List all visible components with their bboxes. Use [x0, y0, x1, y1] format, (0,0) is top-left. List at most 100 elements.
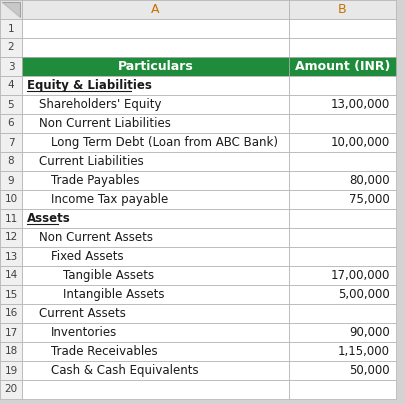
Bar [0, 152, 22, 171]
Bar [22, 228, 289, 247]
Bar [0, 304, 22, 323]
Text: 5: 5 [8, 99, 14, 109]
Text: A: A [151, 3, 160, 16]
Text: Current Assets: Current Assets [39, 307, 126, 320]
Bar [289, 133, 396, 152]
Bar [289, 152, 396, 171]
Text: Non Current Liabilities: Non Current Liabilities [39, 117, 171, 130]
Bar [289, 304, 396, 323]
Bar [0, 190, 22, 209]
Bar [0, 114, 22, 133]
Bar [289, 342, 396, 361]
Text: 8: 8 [8, 156, 14, 166]
Text: Shareholders' Equity: Shareholders' Equity [39, 98, 162, 111]
Text: 6: 6 [8, 118, 14, 128]
Text: 18: 18 [4, 347, 18, 356]
Bar [22, 266, 289, 285]
Text: B: B [338, 3, 347, 16]
Bar [22, 0, 289, 19]
Text: 2: 2 [8, 42, 14, 53]
Bar [0, 266, 22, 285]
Text: 50,000: 50,000 [350, 364, 390, 377]
Text: 12: 12 [4, 232, 18, 242]
Text: 11: 11 [4, 213, 18, 223]
Bar [22, 76, 289, 95]
Text: 13: 13 [4, 252, 18, 261]
Text: Assets: Assets [27, 212, 71, 225]
Text: 3: 3 [8, 61, 14, 72]
Bar [0, 0, 22, 19]
Text: 7: 7 [8, 137, 14, 147]
Bar [0, 285, 22, 304]
Bar [0, 228, 22, 247]
Bar [289, 228, 396, 247]
Text: 4: 4 [8, 80, 14, 90]
Bar [22, 171, 289, 190]
Bar [289, 209, 396, 228]
Bar [22, 57, 289, 76]
Text: 17,00,000: 17,00,000 [330, 269, 390, 282]
Bar [22, 380, 289, 399]
Text: 10,00,000: 10,00,000 [331, 136, 390, 149]
Bar [22, 361, 289, 380]
Bar [289, 380, 396, 399]
Bar [22, 285, 289, 304]
Bar [22, 95, 289, 114]
Bar [289, 114, 396, 133]
Bar [289, 190, 396, 209]
Bar [0, 380, 22, 399]
Bar [289, 19, 396, 38]
Bar [22, 190, 289, 209]
Text: Long Term Debt (Loan from ABC Bank): Long Term Debt (Loan from ABC Bank) [51, 136, 278, 149]
Bar [22, 304, 289, 323]
Text: 9: 9 [8, 175, 14, 185]
Text: 19: 19 [4, 366, 18, 375]
Text: Trade Payables: Trade Payables [51, 174, 139, 187]
Bar [22, 133, 289, 152]
Bar [22, 38, 289, 57]
Text: Income Tax payable: Income Tax payable [51, 193, 168, 206]
Bar [22, 209, 289, 228]
Text: Trade Receivables: Trade Receivables [51, 345, 158, 358]
Bar [0, 76, 22, 95]
Bar [22, 247, 289, 266]
Text: Equity & Liabilities: Equity & Liabilities [27, 79, 152, 92]
Text: 17: 17 [4, 328, 18, 337]
Bar [289, 285, 396, 304]
Bar [289, 323, 396, 342]
Text: 14: 14 [4, 271, 18, 280]
Bar [289, 266, 396, 285]
Bar [0, 95, 22, 114]
Bar [289, 0, 396, 19]
Text: 90,000: 90,000 [349, 326, 390, 339]
Bar [0, 57, 22, 76]
Text: 75,000: 75,000 [349, 193, 390, 206]
Bar [289, 57, 396, 76]
Bar [289, 76, 396, 95]
Bar [22, 152, 289, 171]
Bar [289, 38, 396, 57]
Text: Amount (INR): Amount (INR) [295, 60, 390, 73]
Bar [289, 361, 396, 380]
Text: Fixed Assets: Fixed Assets [51, 250, 124, 263]
Bar [289, 95, 396, 114]
Text: Inventories: Inventories [51, 326, 117, 339]
Text: 1: 1 [8, 23, 14, 34]
Text: 80,000: 80,000 [350, 174, 390, 187]
Bar [22, 19, 289, 38]
Bar [0, 209, 22, 228]
Bar [289, 247, 396, 266]
Bar [0, 38, 22, 57]
Bar [0, 361, 22, 380]
Bar [289, 171, 396, 190]
Polygon shape [2, 2, 20, 17]
Bar [0, 323, 22, 342]
Text: 16: 16 [4, 309, 18, 318]
Bar [0, 171, 22, 190]
Text: Cash & Cash Equivalents: Cash & Cash Equivalents [51, 364, 198, 377]
Text: Tangible Assets: Tangible Assets [63, 269, 154, 282]
Text: Particulars: Particulars [117, 60, 193, 73]
Text: 20: 20 [4, 385, 17, 394]
Text: Intangible Assets: Intangible Assets [63, 288, 164, 301]
Bar [22, 342, 289, 361]
